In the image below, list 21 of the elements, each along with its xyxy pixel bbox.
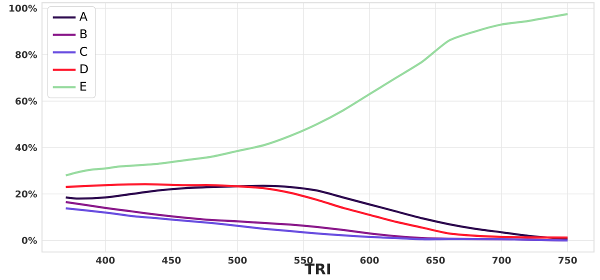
x-tick-label: 500 [228, 256, 247, 264]
y-tick-label: 60% [16, 98, 37, 105]
legend-label: B [80, 29, 87, 38]
y-tick-label: 100% [10, 4, 37, 12]
x-tick-label: 650 [426, 256, 445, 264]
x-tick-label: 550 [294, 256, 313, 264]
legend-label: D [80, 64, 88, 74]
y-tick-label: 20% [16, 190, 37, 198]
line-series [64, 12, 569, 176]
legend-label: A [79, 12, 88, 21]
x-tick-label: 750 [558, 256, 577, 264]
x-tick-label: 600 [360, 256, 379, 264]
y-tick-label: 40% [15, 144, 37, 152]
x-tick-label: 400 [96, 256, 115, 264]
x-axis-title: TRI [304, 264, 330, 274]
y-tick-label: 0% [22, 236, 37, 244]
x-tick-label: 450 [162, 256, 181, 264]
legend-label: C [80, 46, 88, 56]
y-tick-label: 80% [16, 51, 37, 58]
legend-label: E [80, 82, 86, 91]
x-tick-label: 700 [492, 256, 511, 264]
